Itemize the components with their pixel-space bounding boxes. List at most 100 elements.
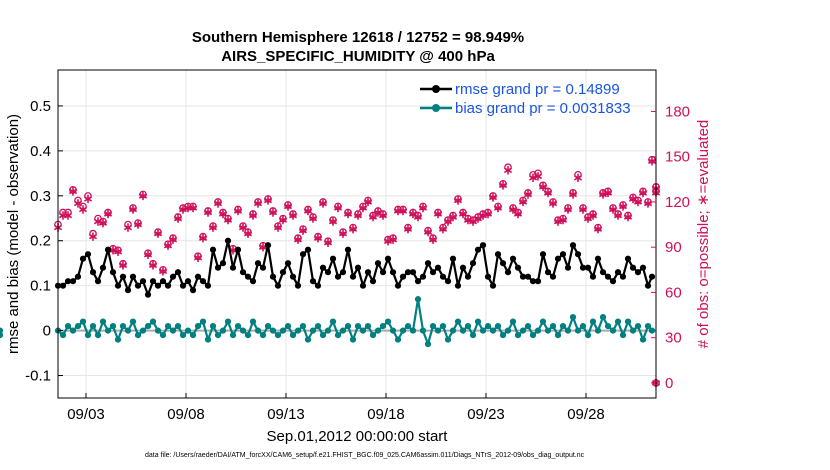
bias-point — [259, 331, 267, 339]
evaluated-obs-marker — [348, 224, 358, 234]
evaluated-obs-marker — [353, 211, 363, 220]
bias-point — [279, 327, 287, 334]
rmse-point — [259, 264, 267, 271]
bias-point — [124, 327, 132, 334]
evaluated-obs-marker — [153, 229, 163, 238]
evaluated-obs-marker-stroke — [478, 212, 488, 219]
evaluated-obs-marker-stroke — [443, 218, 453, 225]
evaluated-obs-marker-stroke — [398, 208, 408, 214]
rmse-point — [454, 282, 462, 289]
evaluated-obs-marker-stroke — [263, 197, 273, 204]
evaluated-obs-marker-stroke — [123, 224, 133, 231]
rmse-point — [109, 269, 117, 276]
evaluated-obs-marker-stroke — [128, 206, 138, 213]
bias-point — [369, 331, 377, 339]
evaluated-obs-marker-stroke — [203, 209, 213, 216]
rmse-point — [349, 273, 357, 280]
rmse-point — [194, 273, 202, 280]
bias-point — [479, 327, 487, 334]
evaluated-obs-marker — [613, 211, 623, 220]
bias-point — [94, 331, 102, 339]
evaluated-obs-marker — [243, 229, 253, 238]
rmse-point — [574, 251, 582, 258]
evaluated-obs-marker — [498, 181, 508, 190]
rmse-point — [389, 269, 397, 276]
bias-point — [179, 331, 187, 339]
evaluated-obs-marker — [643, 199, 653, 208]
evaluated-obs-marker-stroke — [438, 226, 448, 232]
evaluated-obs-marker — [313, 233, 323, 243]
bias-point — [389, 327, 397, 334]
evaluated-obs-marker-stroke — [178, 206, 188, 213]
evaluated-obs-marker — [413, 212, 423, 222]
rmse-point — [419, 273, 427, 280]
rmse-point — [379, 269, 387, 276]
evaluated-obs-marker-stroke — [268, 209, 278, 216]
rmse-point — [589, 273, 597, 280]
bias-point — [284, 323, 292, 330]
data-file-footnote: data file: /Users/raeder/DAI/ATM_forcXX/… — [145, 452, 585, 459]
evaluated-obs-marker-stroke — [418, 205, 428, 211]
bias-point — [164, 323, 172, 330]
evaluated-obs-marker-stroke — [333, 205, 343, 211]
rmse-point — [509, 255, 517, 262]
rmse-point — [439, 273, 447, 280]
rmse-point — [629, 264, 637, 271]
evaluated-obs-marker-stroke — [638, 190, 648, 196]
evaluated-obs-marker — [538, 182, 548, 192]
evaluated-obs-marker — [283, 202, 293, 211]
rmse-point — [279, 269, 287, 276]
evaluated-obs-marker-stroke — [468, 218, 478, 225]
evaluated-obs-marker-stroke — [173, 215, 183, 222]
rmse-point — [69, 278, 77, 285]
evaluated-obs-marker-stroke — [433, 211, 443, 217]
rmse-point — [579, 264, 587, 271]
evaluated-obs-marker-stroke — [423, 229, 433, 235]
rmse-point — [289, 273, 297, 280]
rmse-point — [529, 278, 537, 285]
rmse-point — [399, 273, 407, 280]
bias-point — [269, 327, 277, 334]
evaluated-obs-marker — [513, 209, 523, 219]
rmse-point — [89, 269, 97, 276]
evaluated-obs-marker-stroke — [233, 208, 243, 214]
evaluated-obs-marker-stroke — [618, 203, 628, 210]
evaluated-obs-marker-stroke — [458, 211, 468, 217]
evaluated-obs-marker — [458, 209, 468, 219]
rmse-point — [114, 282, 122, 289]
bias-point — [189, 331, 197, 339]
evaluated-obs-marker-stroke — [503, 167, 513, 174]
rmse-point — [569, 242, 577, 249]
evaluated-obs-marker — [518, 197, 528, 207]
bias-point — [449, 327, 457, 334]
rmse-point — [74, 273, 82, 280]
rmse-point — [464, 273, 472, 280]
evaluated-obs-marker-stroke — [588, 212, 598, 219]
evaluated-obs-marker — [363, 197, 373, 207]
bias-point — [254, 327, 262, 334]
bias-point — [69, 327, 77, 334]
rmse-point — [449, 255, 457, 262]
rmse-point — [309, 278, 317, 285]
bias-point — [299, 323, 307, 330]
evaluated-obs-marker — [383, 236, 393, 246]
bias-point — [59, 331, 67, 339]
bias-point — [639, 336, 647, 343]
evaluated-obs-marker-stroke — [428, 236, 438, 243]
bias-point — [594, 327, 602, 334]
bias-point — [169, 327, 177, 334]
rmse-point — [374, 260, 382, 267]
evaluated-obs-marker-stroke — [188, 205, 198, 211]
evaluated-obs-marker — [278, 215, 288, 225]
evaluated-obs-marker-stroke — [313, 235, 323, 241]
bias-point — [524, 323, 532, 330]
evaluated-obs-marker — [118, 261, 128, 270]
evaluated-obs-marker — [293, 235, 303, 244]
bias-point — [359, 327, 367, 334]
rmse-point — [514, 264, 522, 271]
evaluated-obs-marker-stroke — [533, 173, 543, 180]
bias-point — [599, 314, 607, 321]
evaluated-obs-marker-stroke — [488, 194, 498, 201]
bias-point — [319, 331, 327, 339]
